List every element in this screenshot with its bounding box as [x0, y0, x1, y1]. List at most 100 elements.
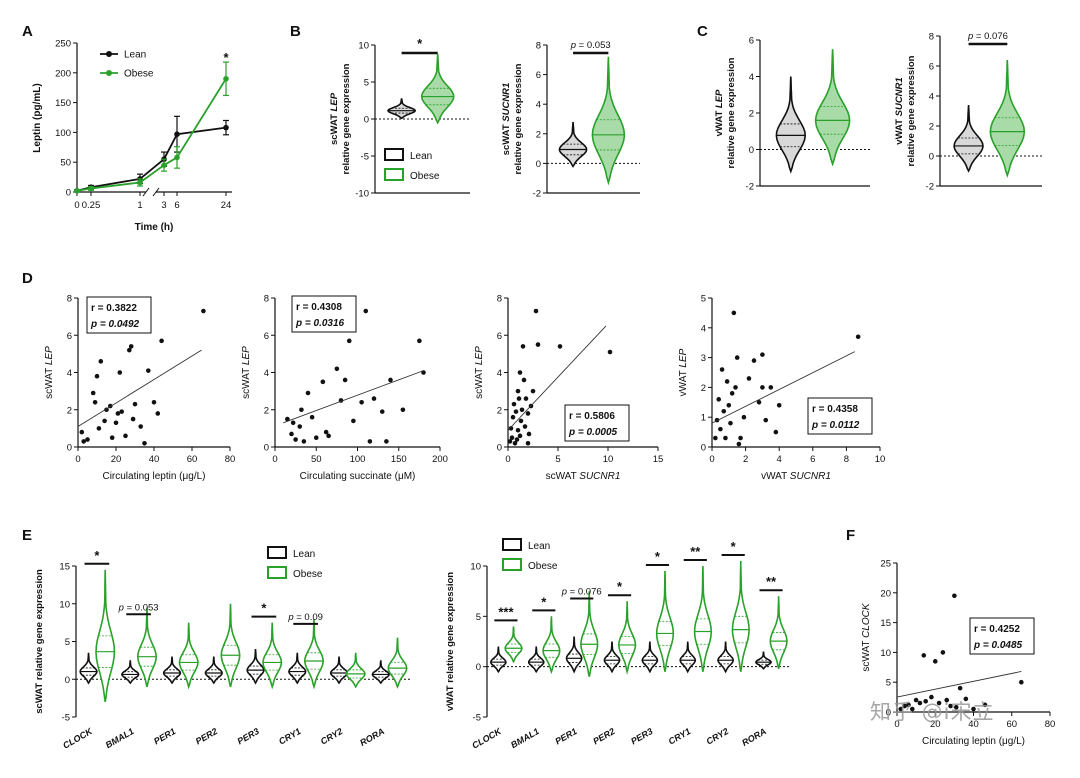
significance-star: *: [223, 50, 229, 65]
y-tick-label: 0: [886, 708, 891, 719]
scatter-point: [776, 402, 782, 408]
violin-obese: [136, 607, 158, 688]
y-tick-label: 10: [59, 599, 70, 610]
category-label: PER3: [629, 726, 654, 746]
scatter-point: [371, 396, 377, 401]
label-part: Circulating leptin (: [102, 471, 183, 482]
y-tick-label: 0: [364, 115, 369, 126]
scatter-point: [516, 396, 522, 401]
scatter-point: [517, 433, 523, 439]
stat-value: = 0.076: [567, 586, 602, 597]
y-tick-label: 8: [536, 41, 541, 52]
label-part: scWAT: [44, 365, 55, 399]
scatter-point: [94, 373, 100, 379]
y-tick-label: 100: [55, 128, 71, 139]
legend-label: Obese: [410, 171, 440, 182]
violin-lean: [162, 656, 182, 685]
legend-label: Obese: [293, 569, 323, 580]
y-tick-label: 0: [65, 675, 70, 686]
scatter-point: [79, 429, 85, 435]
scatter-point: [289, 431, 294, 437]
scatter-point: [155, 411, 161, 416]
y-tick-label: 0: [476, 662, 481, 673]
scatter-point: [142, 440, 147, 446]
scatter-point: [523, 396, 529, 401]
scatter-point: [1019, 679, 1024, 685]
scatter-point: [132, 401, 138, 407]
scatter-point: [898, 706, 904, 712]
legend-swatch: [384, 148, 404, 161]
y-axis-title: vWAT LEP: [714, 89, 725, 136]
scatter-point: [113, 420, 119, 426]
y-tick-label: 250: [55, 39, 71, 50]
violin-lean: [79, 652, 98, 685]
scatter-point: [128, 344, 134, 349]
y-tick-label: 4: [264, 368, 269, 379]
significance-label: *: [261, 601, 267, 616]
label-gene: CLOCK: [861, 602, 872, 638]
scatter-point: [944, 697, 950, 703]
x-tick-label: 15: [653, 454, 664, 465]
y-tick-label: 8: [264, 294, 269, 305]
scatter-point: [511, 401, 517, 407]
y-tick-label: 4: [701, 323, 706, 334]
x-tick-label: 80: [225, 454, 236, 465]
scatter-point: [323, 429, 329, 435]
y-axis-title: scWAT SUCNR1: [501, 83, 512, 156]
scatter-point: [130, 416, 136, 422]
y-tick-label: 10: [470, 562, 481, 573]
y-tick-label: 8: [497, 294, 502, 305]
scatter-point: [729, 391, 735, 396]
y-tick-label: 5: [65, 637, 70, 648]
y-tick-label: -5: [62, 713, 70, 724]
watermark-text: 知乎 @i宋立: [870, 700, 995, 724]
scatter-point: [760, 352, 765, 357]
x-tick-label: 60: [1006, 719, 1017, 730]
x-tick-label: 8: [844, 454, 849, 465]
scatter-point: [734, 355, 740, 360]
scatter-point: [363, 308, 369, 314]
y-tick-label: 6: [536, 70, 541, 81]
y-tick-label: 50: [60, 158, 71, 169]
panel-letter-D: D: [22, 270, 33, 287]
scatter-point: [713, 435, 718, 441]
scatter-point: [96, 426, 102, 431]
scatter-point: [724, 379, 730, 384]
x-tick-label: 100: [350, 454, 366, 465]
x-tick-label: 2: [743, 454, 748, 465]
y-tick-label: 5: [701, 294, 706, 305]
scatter-point: [902, 703, 907, 709]
scatter-point: [159, 338, 164, 344]
y-tick-label: 6: [67, 331, 72, 342]
y-tick-label: 15: [880, 618, 891, 629]
scatter-point: [763, 417, 769, 423]
scatter-point: [526, 431, 532, 437]
scatter-point: [971, 706, 976, 712]
x-tick-label: 200: [432, 454, 448, 465]
x-tick-label: 6: [810, 454, 815, 465]
y-tick-label: 8: [67, 294, 72, 305]
scatter-point: [127, 347, 132, 353]
x-tick-label: 1: [137, 200, 142, 211]
scatter-point: [379, 409, 385, 414]
label-part: scWAT: [329, 111, 340, 145]
significance-label: *: [94, 548, 100, 563]
panel-letter-E: E: [22, 527, 32, 544]
data-point-obese: [223, 75, 229, 82]
significance-label: **: [766, 574, 777, 589]
y-tick-label: 4: [67, 368, 72, 379]
legend-label: Lean: [410, 151, 432, 162]
significance-label: p = 0.053: [570, 40, 611, 51]
scatter-point: [518, 418, 524, 424]
violin-obese: [387, 637, 408, 689]
legend-label: Obese: [124, 69, 154, 80]
legend-label: Lean: [293, 549, 315, 560]
violin-lean: [558, 121, 588, 168]
y-axis-title: scWAT LEP: [44, 346, 55, 399]
scatter-point: [297, 424, 303, 429]
scatter-point: [982, 702, 988, 708]
p-value: p = 0.0485: [973, 640, 1023, 651]
violin-obese: [769, 596, 788, 669]
y-tick-label: 15: [59, 562, 70, 573]
x-tick-label: 40: [149, 454, 160, 465]
